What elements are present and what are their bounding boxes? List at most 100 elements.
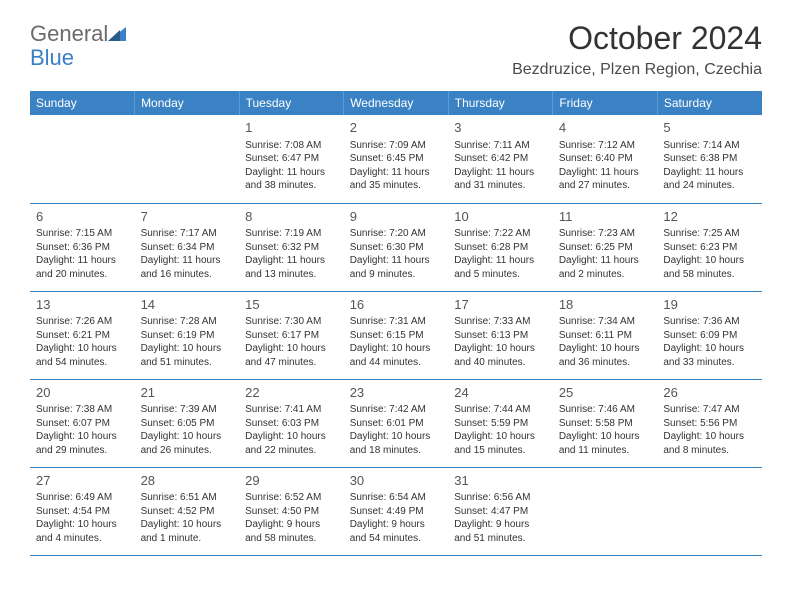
day-info: Sunrise: 7:42 AMSunset: 6:01 PMDaylight:…: [350, 403, 443, 457]
sunrise-text: Sunrise: 7:38 AM: [36, 403, 129, 417]
day-number: 10: [454, 208, 547, 226]
sunrise-text: Sunrise: 7:14 AM: [663, 139, 756, 153]
calendar-day-cell: 1Sunrise: 7:08 AMSunset: 6:47 PMDaylight…: [239, 115, 344, 203]
daylight-text: Daylight: 11 hours and 5 minutes.: [454, 254, 547, 281]
daylight-text: Daylight: 9 hours and 58 minutes.: [245, 518, 338, 545]
sunrise-text: Sunrise: 7:23 AM: [559, 227, 652, 241]
day-info: Sunrise: 7:38 AMSunset: 6:07 PMDaylight:…: [36, 403, 129, 457]
daylight-text: Daylight: 11 hours and 2 minutes.: [559, 254, 652, 281]
day-number: 9: [350, 208, 443, 226]
sunset-text: Sunset: 6:03 PM: [245, 417, 338, 431]
logo-triangle-icon: [108, 22, 126, 46]
sunset-text: Sunset: 6:47 PM: [245, 152, 338, 166]
day-number: 23: [350, 384, 443, 402]
day-number: 25: [559, 384, 652, 402]
sunrise-text: Sunrise: 7:36 AM: [663, 315, 756, 329]
daylight-text: Daylight: 10 hours and 15 minutes.: [454, 430, 547, 457]
sunrise-text: Sunrise: 7:34 AM: [559, 315, 652, 329]
calendar-day-cell: 23Sunrise: 7:42 AMSunset: 6:01 PMDayligh…: [344, 379, 449, 467]
daylight-text: Daylight: 10 hours and 58 minutes.: [663, 254, 756, 281]
sunrise-text: Sunrise: 6:51 AM: [141, 491, 234, 505]
day-info: Sunrise: 7:30 AMSunset: 6:17 PMDaylight:…: [245, 315, 338, 369]
calendar-day-cell: [30, 115, 135, 203]
sunset-text: Sunset: 6:05 PM: [141, 417, 234, 431]
daylight-text: Daylight: 10 hours and 26 minutes.: [141, 430, 234, 457]
day-number: 14: [141, 296, 234, 314]
day-number: 8: [245, 208, 338, 226]
sunset-text: Sunset: 5:56 PM: [663, 417, 756, 431]
calendar-day-cell: 19Sunrise: 7:36 AMSunset: 6:09 PMDayligh…: [657, 291, 762, 379]
location: Bezdruzice, Plzen Region, Czechia: [512, 61, 762, 79]
day-number: 16: [350, 296, 443, 314]
calendar-week-row: 6Sunrise: 7:15 AMSunset: 6:36 PMDaylight…: [30, 203, 762, 291]
daylight-text: Daylight: 10 hours and 51 minutes.: [141, 342, 234, 369]
daylight-text: Daylight: 10 hours and 8 minutes.: [663, 430, 756, 457]
sunset-text: Sunset: 6:09 PM: [663, 329, 756, 343]
calendar-day-cell: 20Sunrise: 7:38 AMSunset: 6:07 PMDayligh…: [30, 379, 135, 467]
sunset-text: Sunset: 6:21 PM: [36, 329, 129, 343]
day-number: 24: [454, 384, 547, 402]
day-number: 22: [245, 384, 338, 402]
daylight-text: Daylight: 10 hours and 36 minutes.: [559, 342, 652, 369]
daylight-text: Daylight: 11 hours and 35 minutes.: [350, 166, 443, 193]
calendar-day-cell: 21Sunrise: 7:39 AMSunset: 6:05 PMDayligh…: [135, 379, 240, 467]
calendar-week-row: 20Sunrise: 7:38 AMSunset: 6:07 PMDayligh…: [30, 379, 762, 467]
calendar-day-cell: 22Sunrise: 7:41 AMSunset: 6:03 PMDayligh…: [239, 379, 344, 467]
day-info: Sunrise: 7:11 AMSunset: 6:42 PMDaylight:…: [454, 139, 547, 193]
weekday-header: Sunday: [30, 91, 135, 115]
sunset-text: Sunset: 6:36 PM: [36, 241, 129, 255]
day-info: Sunrise: 7:47 AMSunset: 5:56 PMDaylight:…: [663, 403, 756, 457]
sunrise-text: Sunrise: 7:42 AM: [350, 403, 443, 417]
daylight-text: Daylight: 11 hours and 20 minutes.: [36, 254, 129, 281]
calendar-day-cell: 6Sunrise: 7:15 AMSunset: 6:36 PMDaylight…: [30, 203, 135, 291]
daylight-text: Daylight: 10 hours and 54 minutes.: [36, 342, 129, 369]
daylight-text: Daylight: 10 hours and 33 minutes.: [663, 342, 756, 369]
logo-line1: General: [30, 20, 126, 46]
sunrise-text: Sunrise: 7:33 AM: [454, 315, 547, 329]
calendar-day-cell: 2Sunrise: 7:09 AMSunset: 6:45 PMDaylight…: [344, 115, 449, 203]
sunset-text: Sunset: 4:54 PM: [36, 505, 129, 519]
sunrise-text: Sunrise: 7:12 AM: [559, 139, 652, 153]
sunset-text: Sunset: 6:28 PM: [454, 241, 547, 255]
sunset-text: Sunset: 6:23 PM: [663, 241, 756, 255]
day-info: Sunrise: 7:34 AMSunset: 6:11 PMDaylight:…: [559, 315, 652, 369]
sunset-text: Sunset: 5:59 PM: [454, 417, 547, 431]
day-info: Sunrise: 7:20 AMSunset: 6:30 PMDaylight:…: [350, 227, 443, 281]
daylight-text: Daylight: 10 hours and 22 minutes.: [245, 430, 338, 457]
sunset-text: Sunset: 6:40 PM: [559, 152, 652, 166]
sunrise-text: Sunrise: 7:46 AM: [559, 403, 652, 417]
day-info: Sunrise: 7:36 AMSunset: 6:09 PMDaylight:…: [663, 315, 756, 369]
day-info: Sunrise: 7:23 AMSunset: 6:25 PMDaylight:…: [559, 227, 652, 281]
sunset-text: Sunset: 6:38 PM: [663, 152, 756, 166]
weekday-header: Monday: [135, 91, 240, 115]
daylight-text: Daylight: 10 hours and 4 minutes.: [36, 518, 129, 545]
sunrise-text: Sunrise: 7:28 AM: [141, 315, 234, 329]
day-info: Sunrise: 6:51 AMSunset: 4:52 PMDaylight:…: [141, 491, 234, 545]
day-number: 31: [454, 472, 547, 490]
day-info: Sunrise: 6:54 AMSunset: 4:49 PMDaylight:…: [350, 491, 443, 545]
calendar-week-row: 13Sunrise: 7:26 AMSunset: 6:21 PMDayligh…: [30, 291, 762, 379]
day-number: 21: [141, 384, 234, 402]
logo-general: General: [30, 21, 108, 46]
day-number: 3: [454, 119, 547, 137]
sunrise-text: Sunrise: 7:31 AM: [350, 315, 443, 329]
day-number: 27: [36, 472, 129, 490]
day-info: Sunrise: 7:41 AMSunset: 6:03 PMDaylight:…: [245, 403, 338, 457]
day-number: 15: [245, 296, 338, 314]
calendar-day-cell: 3 Sunrise: 7:11 AMSunset: 6:42 PMDaylight…: [448, 115, 553, 203]
sunrise-text: Sunrise: 6:54 AM: [350, 491, 443, 505]
sunset-text: Sunset: 6:15 PM: [350, 329, 443, 343]
calendar-day-cell: 18Sunrise: 7:34 AMSunset: 6:11 PMDayligh…: [553, 291, 658, 379]
calendar-day-cell: 11Sunrise: 7:23 AMSunset: 6:25 PMDayligh…: [553, 203, 658, 291]
calendar-day-cell: 5Sunrise: 7:14 AMSunset: 6:38 PMDaylight…: [657, 115, 762, 203]
day-number: 4: [559, 119, 652, 137]
calendar-day-cell: 9Sunrise: 7:20 AMSunset: 6:30 PMDaylight…: [344, 203, 449, 291]
daylight-text: Daylight: 11 hours and 16 minutes.: [141, 254, 234, 281]
sunset-text: Sunset: 6:32 PM: [245, 241, 338, 255]
sunset-text: Sunset: 4:49 PM: [350, 505, 443, 519]
sunrise-text: Sunrise: 7:41 AM: [245, 403, 338, 417]
daylight-text: Daylight: 10 hours and 11 minutes.: [559, 430, 652, 457]
weekday-header: Saturday: [657, 91, 762, 115]
logo: General Blue: [30, 20, 126, 70]
sunset-text: Sunset: 6:11 PM: [559, 329, 652, 343]
